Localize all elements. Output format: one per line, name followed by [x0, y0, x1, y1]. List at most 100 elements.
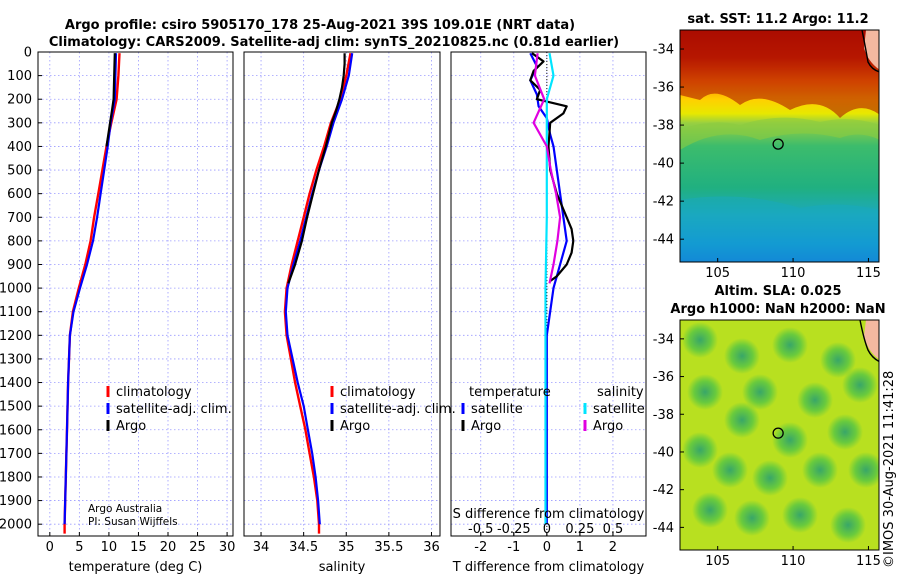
- x-axis-label: temperature (deg C): [69, 560, 203, 575]
- x-tick-label: 30: [219, 540, 236, 555]
- series-argo: [105, 53, 116, 147]
- lat-tick-label: -36: [653, 81, 674, 96]
- series-s-argo: [532, 53, 562, 284]
- lat-tick-label: -40: [653, 445, 674, 460]
- figure-title-line1: Argo profile: csiro 5905170_178 25-Aug-2…: [65, 18, 575, 33]
- x2-tick-label: 0.25: [565, 522, 594, 537]
- legend-label: Argo: [340, 419, 370, 434]
- y-tick-label: 1500: [0, 400, 32, 415]
- sla-map: Altim. SLA: 0.025 Argo h1000: NaN h2000:…: [653, 284, 886, 569]
- legend-label: satellite: [593, 402, 645, 417]
- sst-coastline: [861, 30, 879, 73]
- x-tick-label: 20: [160, 540, 177, 555]
- legend-label: satellite: [471, 402, 523, 417]
- sla-argo-location: [772, 427, 784, 439]
- lat-tick-label: -40: [653, 157, 674, 172]
- x-tick-label: 36: [423, 540, 440, 555]
- credit-line2: PI: Susan Wijffels: [88, 516, 178, 528]
- sla-eddy: [848, 452, 879, 488]
- series-t-satellite: [529, 52, 568, 525]
- sst-argo-location: [772, 138, 784, 150]
- y-tick-label: 2000: [0, 518, 32, 533]
- legend-label: satellite-adj. clim.: [340, 402, 456, 417]
- x2-tick-label: -0.5: [468, 522, 493, 537]
- x-tick-label: 10: [101, 540, 118, 555]
- x2-tick-label: 0: [543, 522, 551, 537]
- y-tick-label: 900: [7, 258, 32, 273]
- sla-land: [864, 320, 879, 360]
- x-tick-label: -1: [507, 540, 520, 555]
- sla-eddy: [797, 382, 833, 418]
- timestamp: ©IMOS 30-Aug-2021 11:41:28: [882, 371, 897, 568]
- x-tick-label: -2: [474, 540, 487, 555]
- sst-map: sat. SST: 11.2 Argo: 11.2 105 110 115 -34 -3…: [653, 12, 881, 281]
- lon-tick-label: 105: [705, 266, 730, 281]
- y-tick-label: 1600: [0, 423, 32, 438]
- x-tick-label: 35.5: [374, 540, 403, 555]
- salinity-profile: 34 34.5 35 35.5 36 salinity climatology satelli…: [243, 51, 456, 575]
- y-tick-label: 300: [7, 116, 32, 131]
- y-tick-label: 1200: [0, 329, 32, 344]
- legend-label: Argo: [593, 419, 623, 434]
- y-tick-label: 0: [24, 46, 32, 61]
- sla-eddy: [820, 342, 856, 378]
- x2-axis-label: S difference from climatology: [453, 507, 645, 522]
- x-tick-label: 5: [75, 540, 83, 555]
- x-tick-label: 0: [46, 540, 54, 555]
- y-tick-label: 500: [7, 164, 32, 179]
- lat-tick-label: -42: [653, 483, 674, 498]
- y-tick-label: 1100: [0, 305, 32, 320]
- legend-label: climatology: [340, 385, 416, 400]
- sla-eddy: [742, 374, 778, 410]
- x2-tick-label: 0.5: [603, 522, 624, 537]
- sla-map-title-line2: Argo h1000: NaN h2000: NaN: [670, 302, 885, 317]
- y-tick-label: 800: [7, 234, 32, 249]
- y-tick-label: 1800: [0, 470, 32, 485]
- y-tick-label: 1400: [0, 376, 32, 391]
- x-tick-label: 34.5: [289, 540, 318, 555]
- figure-title-line2: Climatology: CARS2009. Satellite-adj cli…: [49, 35, 619, 50]
- plot-frame: [243, 51, 441, 537]
- x-tick-label: 34: [253, 540, 270, 555]
- lat-tick-label: -34: [653, 43, 674, 58]
- series-satellite-adj-clim-: [284, 53, 354, 525]
- sst-land: [864, 30, 879, 70]
- sla-eddy: [752, 460, 788, 496]
- sla-eddy: [682, 432, 718, 468]
- x-tick-label: 25: [189, 540, 206, 555]
- lon-tick-label: 110: [781, 554, 806, 569]
- sla-coastline: [859, 320, 879, 363]
- sla-eddy: [687, 374, 723, 410]
- y-tick-label: 1000: [0, 282, 32, 297]
- temperature-profile: 0 5 10 15 20 25 30 temperature (deg C) 0 100 200 30…: [0, 46, 235, 576]
- sla-eddy: [802, 452, 838, 488]
- x-axis-label: salinity: [319, 560, 366, 575]
- lon-tick-label: 105: [705, 554, 730, 569]
- sla-eddy: [782, 497, 818, 533]
- y-tick-label: 200: [7, 93, 32, 108]
- sst-cool-patch: [680, 196, 879, 262]
- lat-tick-label: -44: [653, 521, 674, 536]
- sst-map-title: sat. SST: 11.2 Argo: 11.2: [687, 12, 868, 27]
- lat-tick-label: -38: [653, 119, 674, 134]
- x-tick-label: 0: [543, 540, 551, 555]
- sla-map-frame: [679, 319, 880, 551]
- lat-tick-label: -38: [653, 408, 674, 423]
- sla-eddy: [692, 492, 728, 528]
- legend-title-temperature: temperature: [469, 385, 551, 400]
- lat-tick-label: -36: [653, 370, 674, 385]
- x-tick-label: 1: [576, 540, 584, 555]
- legend-label: Argo: [116, 419, 146, 434]
- y-tick-label: 700: [7, 211, 32, 226]
- lat-tick-label: -44: [653, 233, 674, 248]
- sst-map-frame: [679, 29, 880, 263]
- legend-title-salinity: salinity: [597, 385, 644, 400]
- lat-tick-label: -42: [653, 195, 674, 210]
- difference-profile: -2 -1 0 1 2 T difference from climatology temp…: [450, 51, 647, 575]
- sla-eddy: [712, 452, 748, 488]
- x-tick-label: 2: [609, 540, 617, 555]
- sla-eddy: [682, 322, 718, 358]
- sst-front: [680, 117, 879, 150]
- sla-eddy: [772, 327, 808, 363]
